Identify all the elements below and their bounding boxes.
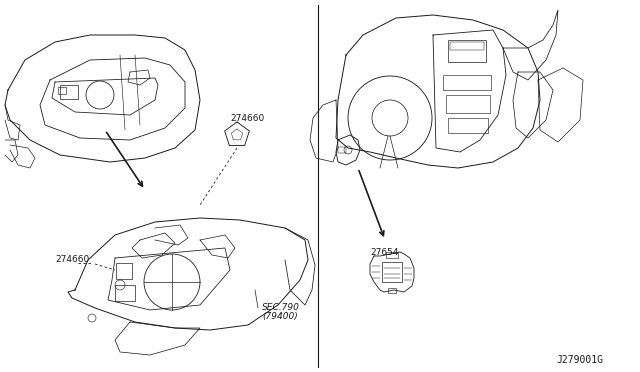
- Text: SEC.790: SEC.790: [262, 304, 300, 312]
- Bar: [382, 262, 402, 282]
- Bar: [443, 75, 491, 90]
- Bar: [338, 147, 346, 153]
- Text: 274660: 274660: [230, 113, 264, 122]
- Bar: [116, 263, 132, 279]
- Bar: [388, 288, 396, 293]
- Bar: [448, 40, 486, 62]
- Text: (79400): (79400): [262, 311, 298, 321]
- Text: 27654: 27654: [370, 247, 399, 257]
- Bar: [58, 87, 66, 94]
- Bar: [450, 42, 484, 50]
- Bar: [448, 118, 488, 133]
- Bar: [115, 285, 135, 301]
- Bar: [446, 95, 490, 113]
- Text: J279001G: J279001G: [557, 355, 604, 365]
- Text: 274660: 274660: [55, 256, 89, 264]
- Bar: [386, 252, 398, 258]
- Bar: [60, 85, 78, 99]
